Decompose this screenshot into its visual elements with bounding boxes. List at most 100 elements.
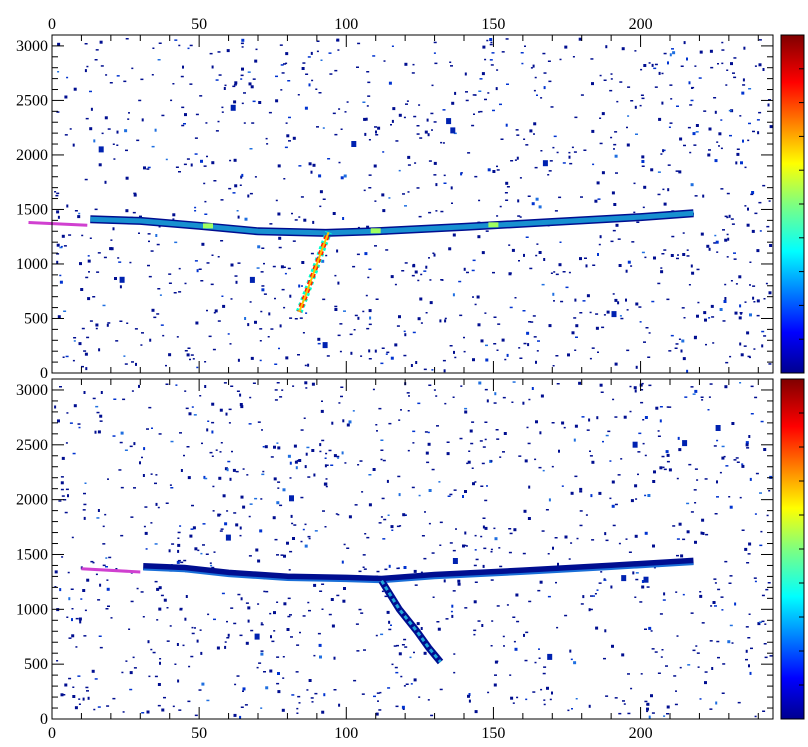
noise-hit [270, 328, 274, 330]
noise-hit [569, 162, 573, 165]
noise-hit [719, 471, 722, 474]
noise-hit [380, 439, 384, 441]
noise-hit [574, 298, 577, 302]
noise-hit [177, 549, 180, 553]
noise-hit [302, 528, 305, 531]
noise-hit [480, 339, 484, 343]
noise-hit [573, 661, 577, 665]
noise-hit [173, 292, 177, 294]
noise-hit [57, 315, 61, 319]
noise-hit [183, 123, 186, 125]
noise-hit [666, 453, 670, 457]
noise-hit [97, 430, 101, 434]
noise-hit [204, 213, 208, 215]
noise-hit [696, 314, 699, 318]
noise-hit [534, 661, 537, 664]
noise-hit [334, 274, 337, 277]
noise-hit [77, 675, 81, 677]
noise-hit [300, 496, 304, 499]
noise-hit [162, 334, 165, 337]
noise-hit [623, 703, 626, 705]
noise-hit [74, 706, 78, 710]
noise-hit [412, 63, 415, 66]
noise-hit [697, 666, 700, 668]
noise-hit [200, 280, 204, 282]
noise-hit [292, 136, 296, 140]
noise-hit [119, 320, 123, 322]
noise-hit [119, 441, 123, 444]
track-hotspot [370, 228, 381, 234]
noise-hit [657, 435, 661, 437]
noise-hit [57, 419, 60, 423]
noise-hit [531, 387, 534, 390]
noise-hit [296, 644, 300, 646]
noise-hit [541, 530, 545, 532]
noise-hit [106, 705, 110, 707]
noise-hit [433, 253, 436, 257]
noise-hit [138, 232, 140, 234]
bottom-tracks [81, 557, 694, 665]
noise-hit [178, 291, 182, 293]
noise-hit [514, 297, 517, 299]
noise-hit [93, 139, 96, 143]
noise-hit [556, 626, 559, 629]
noise-hit [693, 489, 697, 491]
noise-hit [296, 707, 299, 710]
noise-hit [758, 621, 762, 623]
noise-hit [490, 551, 493, 553]
noise-hit [464, 531, 467, 535]
noise-hit [357, 464, 360, 466]
noise-hit [184, 350, 188, 352]
noise-hit [676, 257, 679, 260]
noise-hit [429, 279, 432, 281]
top-tracks [28, 209, 694, 314]
noise-hit [358, 570, 362, 573]
noise-hit [721, 692, 725, 694]
noise-hit [528, 600, 532, 603]
noise-hit [714, 513, 718, 515]
noise-hit [285, 122, 288, 124]
noise-hit [709, 708, 713, 710]
noise-hit [160, 324, 164, 326]
noise-hit [357, 316, 360, 320]
noise-hit [232, 85, 236, 88]
noise-hit [549, 698, 552, 701]
noise-hit [380, 458, 383, 461]
noise-hit [499, 565, 503, 568]
noise-hit [305, 73, 309, 75]
noise-cluster [289, 495, 294, 502]
y-tick-label: 500 [24, 310, 48, 327]
noise-hit [699, 594, 703, 598]
noise-hit [676, 477, 679, 480]
noise-hit [341, 451, 344, 455]
noise-hit [746, 331, 750, 335]
noise-hit [584, 257, 587, 259]
noise-hit [336, 249, 339, 253]
noise-hit [752, 285, 756, 287]
noise-hit [734, 602, 737, 606]
noise-hit [220, 528, 224, 530]
y-tick-label: 2500 [16, 437, 48, 454]
noise-hit [646, 710, 649, 713]
noise-hit [189, 358, 191, 361]
noise-hit [158, 586, 162, 590]
noise-hit [210, 564, 213, 567]
noise-hit [447, 495, 451, 497]
noise-hit [161, 114, 165, 117]
noise-hit [723, 300, 727, 303]
noise-hit [140, 78, 144, 81]
top-colorbar [780, 34, 805, 374]
noise-hit [427, 442, 431, 446]
noise-hit [201, 442, 203, 445]
noise-hit [723, 455, 726, 458]
noise-hit [420, 322, 423, 324]
noise-hit [343, 543, 346, 546]
noise-hit [663, 468, 667, 471]
noise-hit [365, 294, 368, 297]
noise-hit [87, 696, 90, 700]
noise-hit [710, 605, 713, 607]
noise-hit [239, 526, 242, 530]
noise-hit [627, 260, 631, 264]
noise-hit [154, 482, 157, 485]
noise-hit [243, 92, 246, 94]
